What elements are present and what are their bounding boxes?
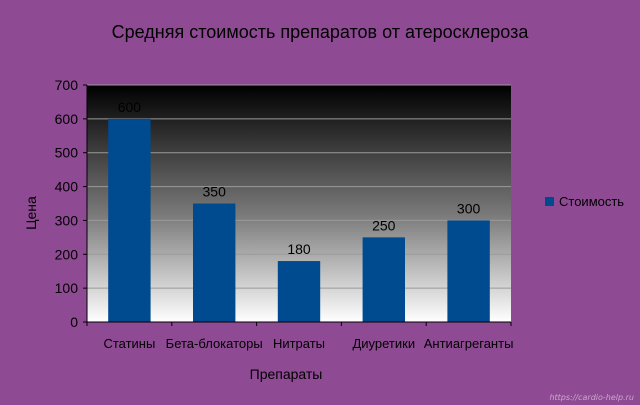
data-label: 250 [372,217,396,233]
y-axis-label: Цена [23,196,39,230]
chart-title: Средняя стоимость препаратов от атероскл… [112,22,530,42]
x-axis-label: Препараты [250,366,323,382]
y-tick-label: 500 [55,145,79,161]
x-tick-label: Бета-блокаторы [166,336,263,351]
data-label: 300 [457,200,481,216]
y-tick-label: 700 [55,77,79,93]
y-tick-label: 200 [55,246,79,262]
watermark: https://cardio-help.ru [549,393,634,402]
data-label: 600 [118,99,142,115]
data-label: 350 [203,184,227,200]
data-label: 180 [287,241,311,257]
bar [108,118,151,322]
y-tick-label: 600 [55,111,79,127]
y-tick-label: 300 [55,212,79,228]
bar [362,237,405,322]
gridlines [87,84,511,289]
bar [277,261,321,322]
bar [193,203,236,322]
x-tick-label: Диуретики [352,336,415,351]
legend: Стоимость [545,194,624,209]
x-tick-label: Нитраты [273,336,325,351]
x-tick-label: Антиагреганты [424,336,514,351]
bar [447,220,490,322]
legend-swatch [545,197,554,206]
data-labels: 600 350 180 250 300 [118,99,481,257]
bars [108,118,490,322]
y-tick-label: 400 [55,179,79,195]
x-axis: Статины Бета-блокаторы Нитраты Диуретики Ант… [86,321,514,351]
legend-label: Стоимость [559,194,624,209]
x-tick-label: Статины [103,336,155,351]
y-tick-label: 0 [70,314,78,330]
y-axis: 0 100 200 300 400 500 600 700 [55,77,88,330]
y-tick-label: 100 [55,280,79,296]
